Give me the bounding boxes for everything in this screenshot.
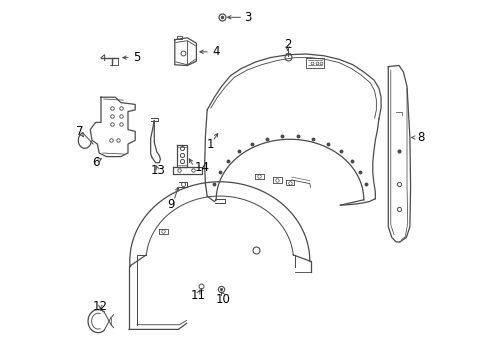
Text: 6: 6 — [92, 156, 99, 169]
Text: 5: 5 — [133, 51, 140, 64]
Text: 13: 13 — [150, 165, 165, 177]
Text: 10: 10 — [216, 293, 231, 306]
Text: 9: 9 — [168, 198, 175, 211]
Text: 12: 12 — [93, 300, 108, 312]
Text: 2: 2 — [284, 39, 291, 51]
Text: 4: 4 — [212, 45, 220, 58]
Text: 14: 14 — [195, 161, 210, 174]
Text: 11: 11 — [191, 289, 206, 302]
Text: 3: 3 — [245, 11, 252, 24]
Text: 8: 8 — [417, 131, 424, 144]
Text: 7: 7 — [75, 125, 83, 138]
Text: 1: 1 — [207, 138, 215, 150]
